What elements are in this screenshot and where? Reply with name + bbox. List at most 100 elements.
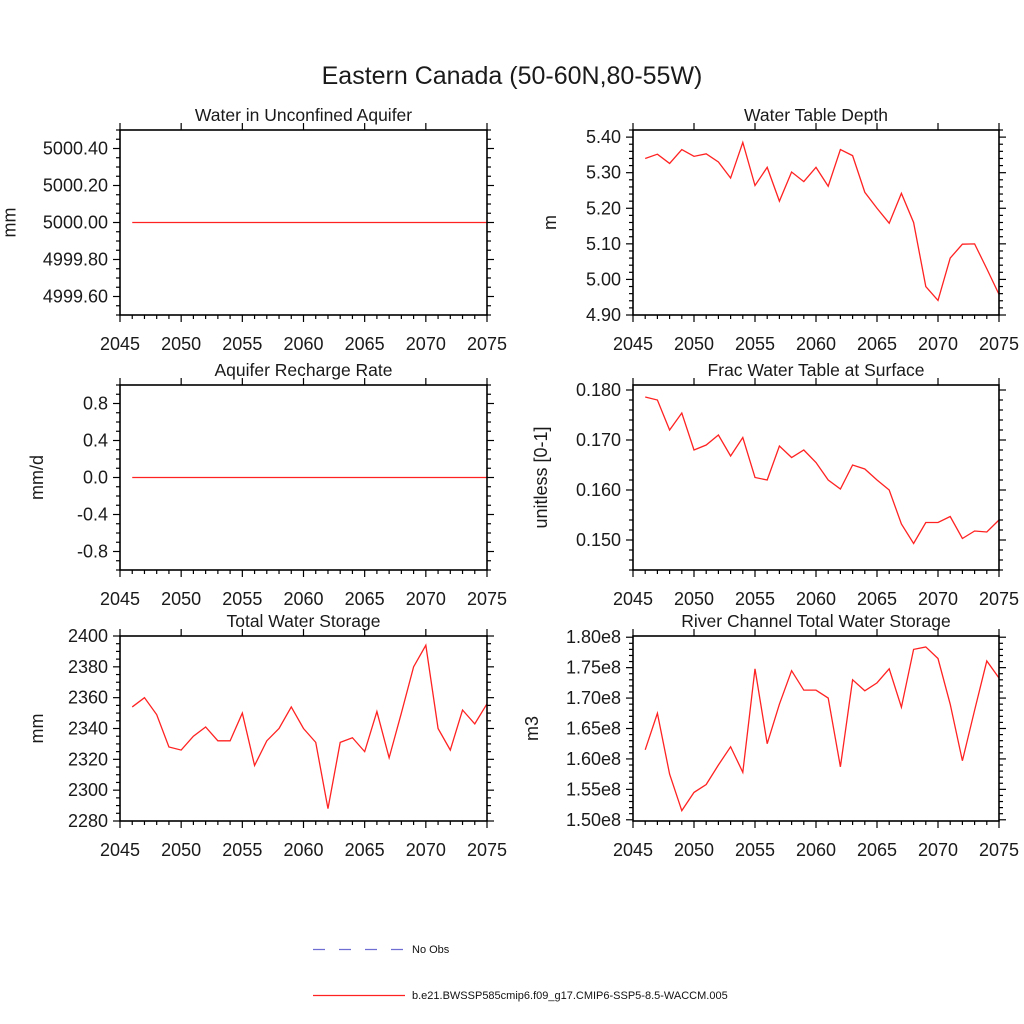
x-tick-label: 2045: [613, 589, 653, 609]
y-tick-label: 0.180: [576, 380, 621, 400]
plot-box: [119, 129, 488, 316]
x-tick-label: 2050: [674, 840, 714, 860]
y-tick-label: 1.55e8: [566, 779, 621, 799]
x-tick-label: 2045: [613, 840, 653, 860]
x-tick-label: 2060: [283, 589, 323, 609]
x-tick-label: 2075: [467, 840, 507, 860]
panel-aquifer-recharge-rate: Aquifer Recharge Rate 2045 2050 2055 2060 206…: [27, 360, 507, 609]
y-tick-label: 0.4: [83, 431, 108, 451]
panel-water-table-depth: Water Table Depth 2045 2050 2055 2060 2065 207…: [540, 105, 1019, 354]
model-line-sample: [313, 994, 405, 997]
y-tick-label: 2400: [68, 626, 108, 646]
y-tick-label: 0.150: [576, 530, 621, 550]
y-axis-unit-label: unitless [0-1]: [531, 426, 551, 528]
y-tick-label: 5000.40: [43, 139, 108, 159]
y-tick-label: 1.75e8: [566, 658, 621, 678]
x-tick-label: 2070: [406, 840, 446, 860]
y-tick-label: 4999.60: [43, 287, 108, 307]
x-tick-label: 2070: [918, 840, 958, 860]
panel-title: Total Water Storage: [226, 611, 380, 631]
x-tick-label: 2045: [100, 589, 140, 609]
y-tick-label: -0.8: [77, 542, 108, 562]
legend-label-model-run: b.e21.BWSSP585cmip6.f09_g17.CMIP6-SSP5-8…: [412, 989, 728, 1002]
x-tick-label: 2065: [345, 334, 385, 354]
x-tick-label: 2075: [979, 840, 1019, 860]
series-line: [644, 140, 1000, 302]
x-tick-label: 2060: [283, 840, 323, 860]
x-tick-label: 2045: [100, 840, 140, 860]
y-axis-unit-label: mm: [27, 714, 47, 744]
x-tick-label: 2050: [161, 334, 201, 354]
no-obs-line-sample: [313, 948, 405, 951]
x-tick-label: 2055: [735, 334, 775, 354]
series-line: [645, 396, 1000, 545]
panel-water-in-unconfined-aquifer: Water in Unconfined Aquifer 2045 2050 2055 2…: [0, 105, 507, 354]
plot-box: [119, 635, 488, 822]
panel-frac-water-table-at-surface: Frac Water Table at Surface 2045 2050 2055 2…: [531, 360, 1019, 609]
x-tick-label: 2070: [918, 334, 958, 354]
panel-total-water-storage: Total Water Storage 2045 2050 2055 2060 2065 2…: [27, 611, 507, 860]
y-tick-label: 0.0: [83, 468, 108, 488]
y-tick-label: 5.00: [586, 269, 621, 289]
y-tick-label: 1.50e8: [566, 810, 621, 830]
legend-label-no-obs: No Obs: [412, 943, 450, 956]
y-tick-label: 4999.80: [43, 250, 108, 270]
x-tick-label: 2060: [796, 840, 836, 860]
y-tick-label: 5.40: [586, 127, 621, 147]
y-tick-label: -0.4: [77, 505, 108, 525]
plot-box: [632, 384, 1000, 571]
y-tick-label: 1.65e8: [566, 719, 621, 739]
x-tick-label: 2045: [613, 334, 653, 354]
x-tick-label: 2070: [406, 589, 446, 609]
x-tick-label: 2075: [467, 589, 507, 609]
series-line: [644, 646, 1000, 813]
x-tick-label: 2060: [796, 589, 836, 609]
plot-box: [632, 635, 1000, 822]
y-tick-label: 0.160: [576, 480, 621, 500]
y-tick-label: 2320: [68, 749, 108, 769]
x-tick-label: 2065: [857, 589, 897, 609]
x-tick-label: 2050: [161, 840, 201, 860]
x-tick-label: 2045: [100, 334, 140, 354]
y-tick-label: 2300: [68, 780, 108, 800]
panel-title: River Channel Total Water Storage: [681, 611, 950, 631]
x-tick-label: 2075: [979, 334, 1019, 354]
y-tick-label: 2360: [68, 688, 108, 708]
y-tick-label: 1.80e8: [566, 627, 621, 647]
x-tick-label: 2050: [161, 589, 201, 609]
y-axis-unit-label: m3: [522, 716, 542, 741]
y-axis-unit-label: mm: [0, 208, 20, 238]
plot-box: [632, 129, 1000, 316]
panel-river-channel-total-water-storage: River Channel Total Water Storage 2045 205…: [522, 611, 1019, 860]
x-tick-label: 2055: [735, 589, 775, 609]
panel-title: Frac Water Table at Surface: [708, 360, 925, 380]
panel-title: Water in Unconfined Aquifer: [195, 105, 412, 125]
y-tick-label: 4.90: [586, 305, 621, 325]
x-tick-label: 2060: [796, 334, 836, 354]
x-tick-label: 2075: [467, 334, 507, 354]
x-tick-label: 2065: [345, 840, 385, 860]
y-tick-label: 0.8: [83, 394, 108, 414]
y-tick-label: 2380: [68, 657, 108, 677]
panel-title: Aquifer Recharge Rate: [214, 360, 392, 380]
y-tick-label: 2280: [68, 811, 108, 831]
plot-box: [119, 384, 488, 571]
y-tick-label: 1.60e8: [566, 749, 621, 769]
x-tick-label: 2050: [674, 334, 714, 354]
series-line: [131, 643, 488, 809]
y-tick-label: 5000.20: [43, 176, 108, 196]
x-tick-label: 2050: [674, 589, 714, 609]
x-tick-label: 2065: [857, 334, 897, 354]
panel-title: Water Table Depth: [744, 105, 888, 125]
x-tick-label: 2065: [345, 589, 385, 609]
legend-item-no-obs: No Obs: [312, 943, 449, 956]
x-tick-label: 2055: [222, 589, 262, 609]
y-tick-label: 5.30: [586, 163, 621, 183]
x-tick-label: 2070: [406, 334, 446, 354]
y-tick-label: 5000.00: [43, 213, 108, 233]
y-tick-label: 2340: [68, 719, 108, 739]
y-tick-label: 0.170: [576, 430, 621, 450]
